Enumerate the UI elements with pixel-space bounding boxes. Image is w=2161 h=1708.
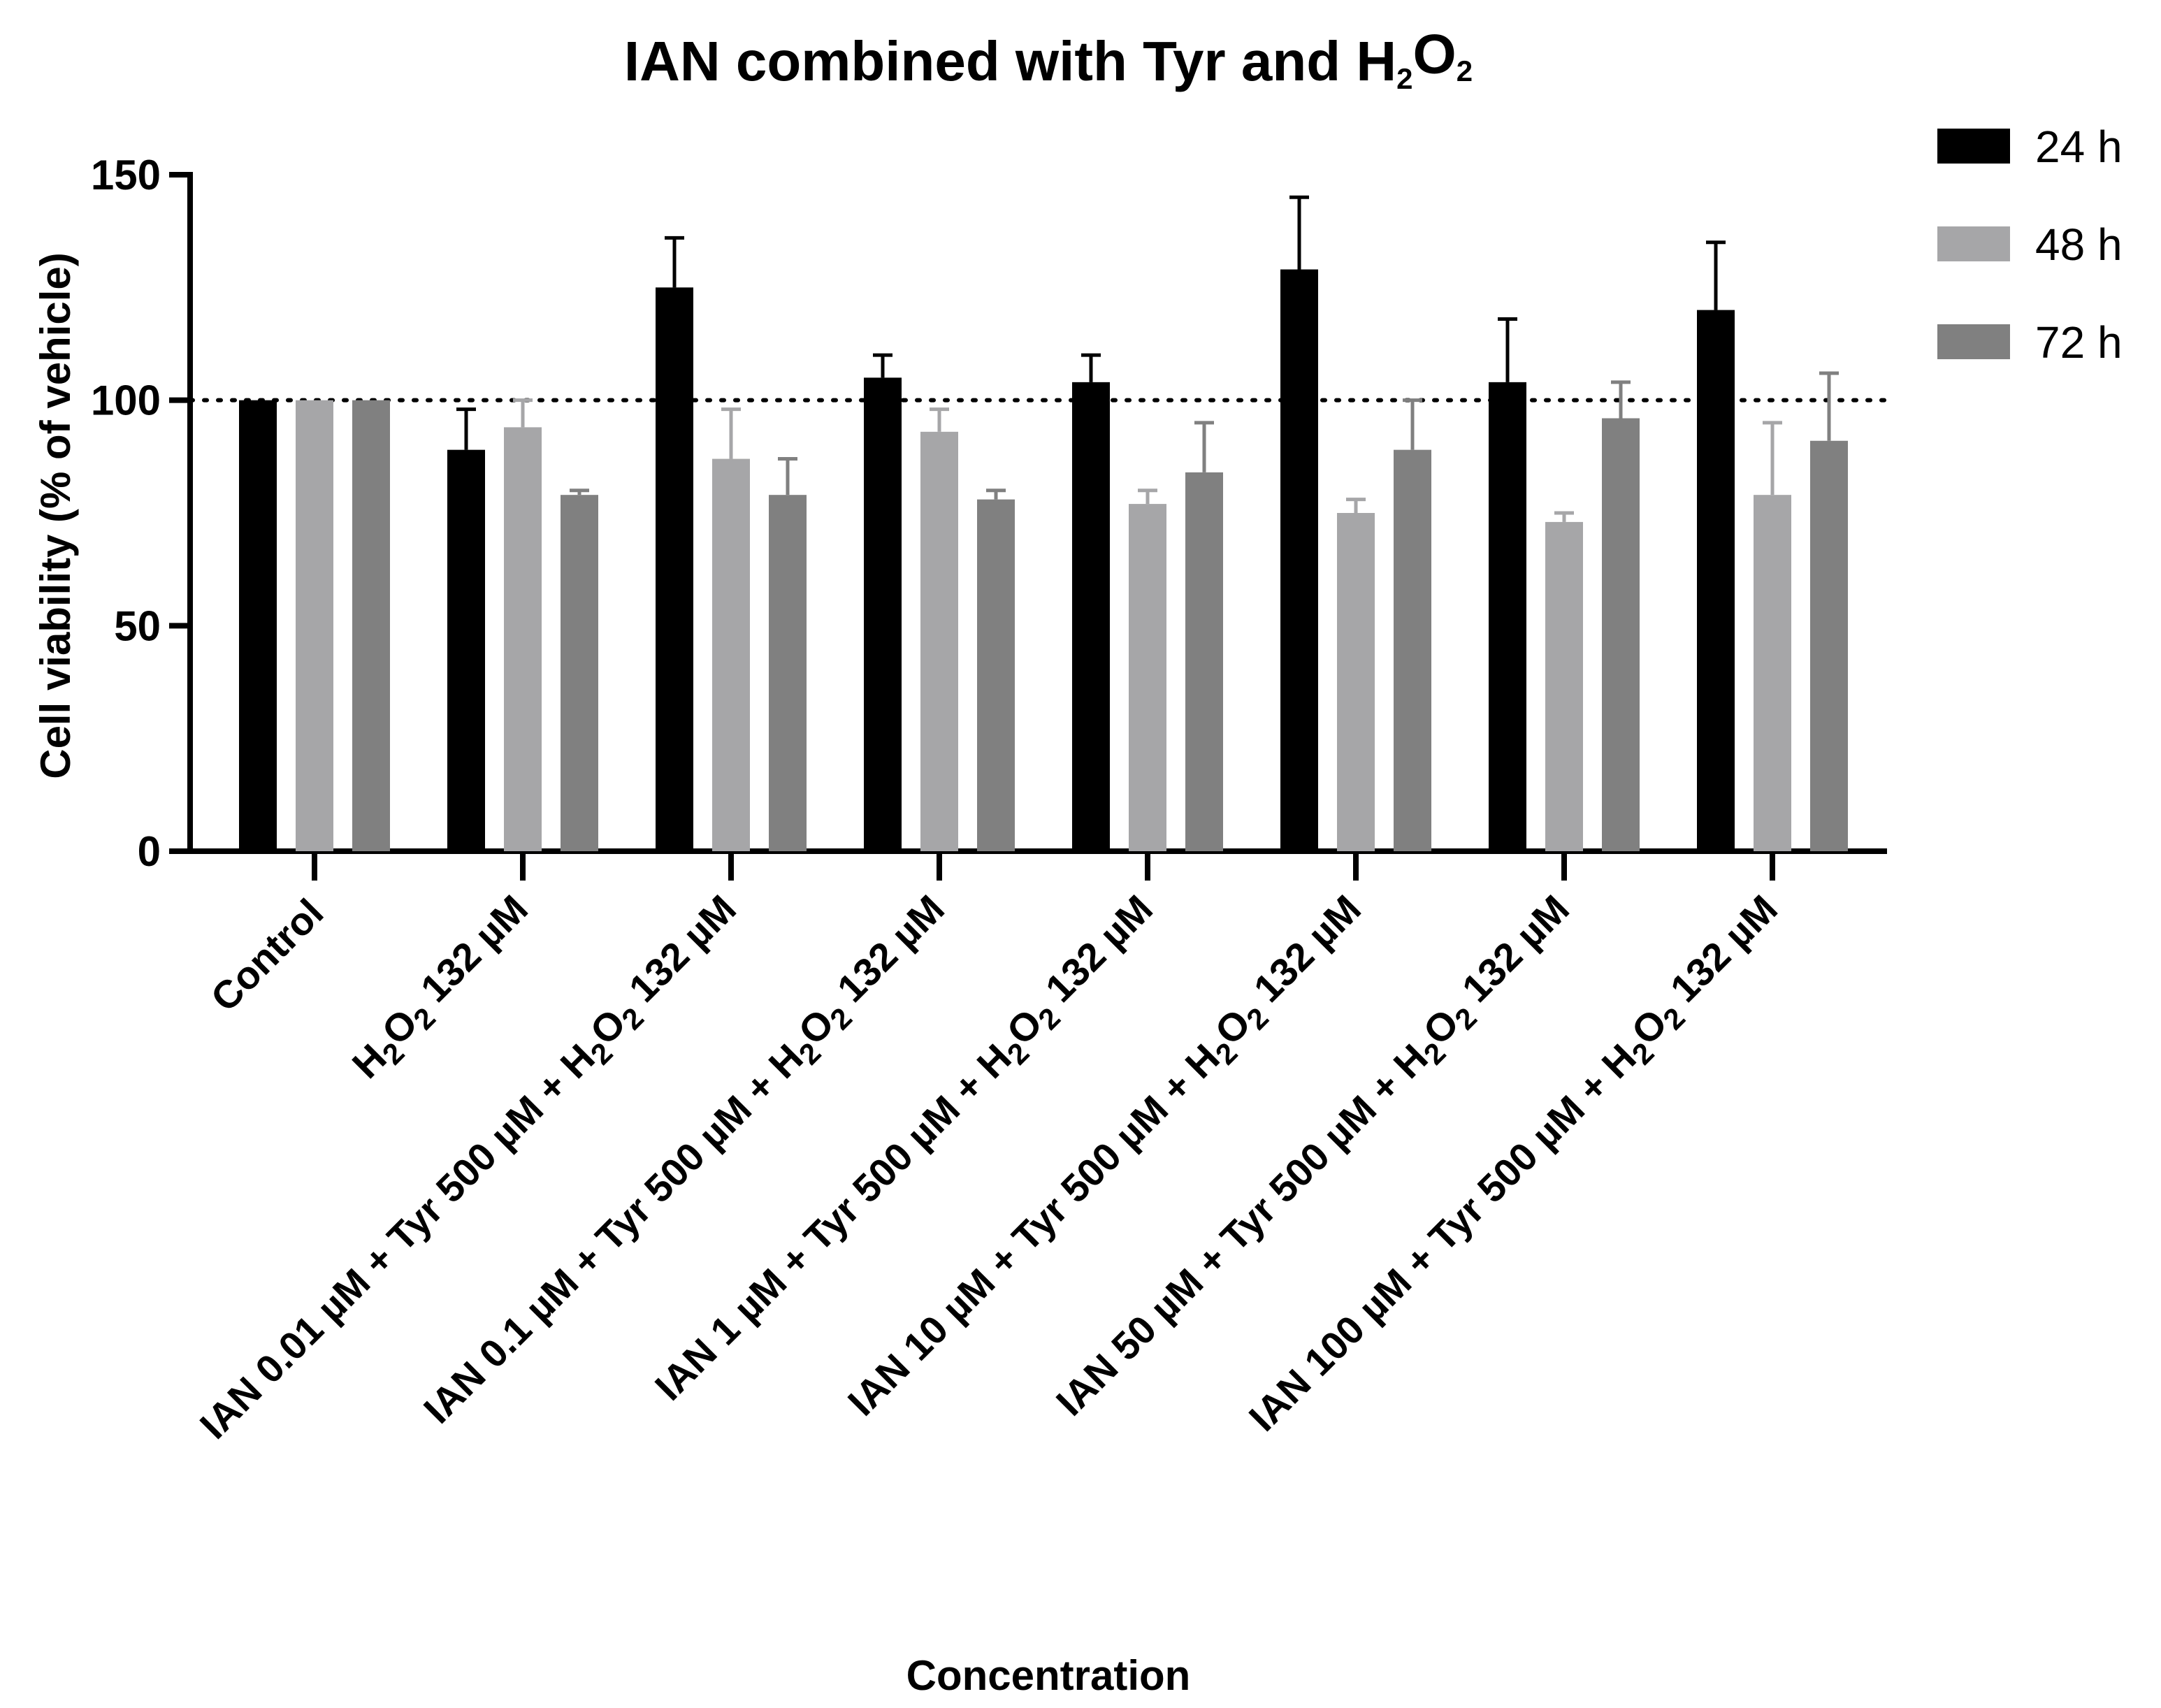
y-tick-label-0: 0 — [138, 828, 161, 875]
bar-24h-cat6 — [1489, 382, 1526, 851]
bar-72h-cat4 — [1185, 472, 1223, 851]
y-tick-label-150: 150 — [91, 152, 161, 198]
bar-48h-cat1 — [504, 427, 542, 851]
bar-72h-cat1 — [561, 495, 598, 851]
bar-48h-cat7 — [1754, 495, 1791, 851]
bar-72h-cat5 — [1394, 449, 1431, 851]
bar-24h-cat2 — [656, 287, 693, 851]
bar-72h-cat6 — [1602, 418, 1640, 851]
bar-24h-cat3 — [864, 377, 902, 851]
bar-48h-cat5 — [1337, 513, 1375, 851]
bar-48h-cat2 — [712, 458, 750, 851]
y-tick-label-50: 50 — [114, 602, 161, 649]
y-tick-label-100: 100 — [91, 377, 161, 424]
y-axis-title: Cell viability (% of vehicle) — [32, 252, 79, 779]
bar-24h-cat5 — [1280, 269, 1318, 851]
bar-24h-cat7 — [1697, 310, 1735, 852]
bars — [239, 195, 1848, 852]
legend: 24 h 48 h 72 h — [1937, 122, 2123, 368]
y-ticks: 0 50 100 150 — [91, 152, 1775, 881]
legend-swatch-24h — [1937, 129, 2010, 164]
bar-48h-cat0 — [296, 400, 333, 851]
bar-24h-cat4 — [1072, 382, 1110, 851]
bar-72h-cat3 — [977, 499, 1015, 851]
legend-swatch-72h — [1937, 324, 2010, 359]
chart-title: IAN combined with Tyr and H2O2 — [624, 22, 1473, 94]
x-axis-title: Concentration — [906, 1652, 1191, 1699]
legend-swatch-48h — [1937, 226, 2010, 261]
bar-72h-cat0 — [352, 400, 390, 851]
bar-72h-cat2 — [769, 495, 807, 851]
category-label-0: Control — [202, 890, 331, 1020]
legend-label-48h: 48 h — [2035, 219, 2123, 270]
bar-48h-cat4 — [1129, 504, 1166, 851]
category-label-1: H2O2 132 µM — [340, 886, 544, 1091]
legend-label-24h: 24 h — [2035, 122, 2123, 172]
bar-24h-cat1 — [447, 449, 485, 851]
bar-72h-cat7 — [1810, 440, 1848, 851]
bar-48h-cat6 — [1545, 521, 1583, 851]
bar-24h-cat0 — [239, 400, 277, 851]
bar-48h-cat3 — [920, 431, 958, 851]
legend-label-72h: 72 h — [2035, 317, 2123, 368]
